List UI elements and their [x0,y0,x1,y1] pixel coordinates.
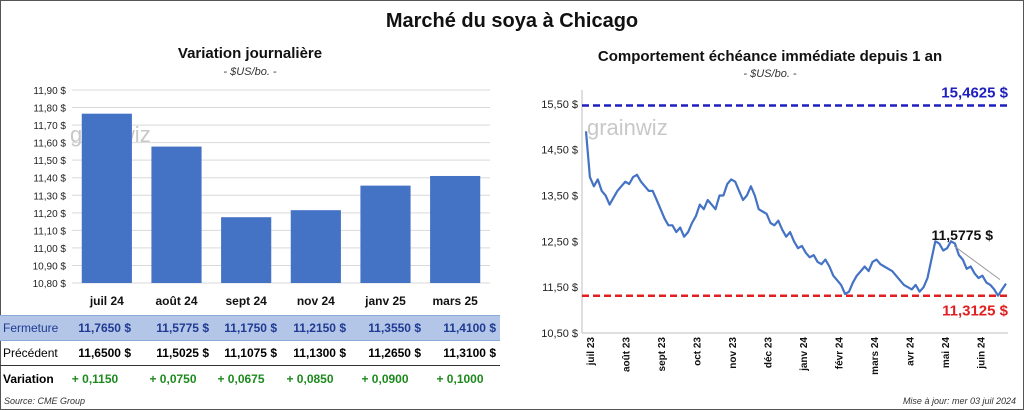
line-y-tick: 15,50 $ [541,99,578,111]
bar-chart-title: Variation journalière [177,45,323,62]
close-value: 11,5775 $ [156,321,209,335]
close-label: Fermeture [3,321,59,335]
variation-label: Variation [3,372,54,386]
line-x-tick: déc 23 [764,337,775,369]
previous-value: 11,5025 $ [156,346,209,360]
bar-y-tick: 11,80 $ [33,104,66,115]
bar-x-tick: mars 25 [432,294,478,308]
bar-y-tick: 11,60 $ [33,139,66,150]
line-y-tick: 14,50 $ [541,145,578,157]
bar-y-tick: 11,50 $ [33,156,66,167]
line-y-tick: 11,50 $ [542,282,578,294]
bar-x-tick: juil 24 [89,294,124,308]
variation-value: + 0,1150 [71,372,119,386]
line-x-tick: avr 24 [906,337,917,366]
variation-value: + 0,0850 [286,372,334,386]
close-value: 11,1750 $ [224,321,277,335]
line-x-tick: juin 24 [977,337,988,370]
source-note: Source: CME Group [4,396,86,406]
line-y-tick: 10,50 $ [541,328,578,340]
previous-value: 11,1075 $ [224,346,277,360]
max-label: 15,4625 $ [941,84,1008,101]
bar-y-tick: 10,80 $ [33,279,67,290]
bar [290,210,341,283]
variation-row: Variation + 0,1150 + 0,0750 + 0,0675 + 0… [0,367,500,391]
line-watermark: grainwiz [587,115,668,140]
bar-chart: 10,80 $ 10,90 $ 11,00 $ 11,10 $ 11,20 $ 11,30… [33,86,490,308]
bar-y-tick: 11,10 $ [33,226,66,237]
bar-y-tick: 11,40 $ [33,174,66,185]
line-x-tick: févr 24 [835,337,846,370]
bar-x-tick: sept 24 [225,294,267,308]
bar [221,217,272,283]
close-value: 11,3550 $ [368,321,421,335]
previous-value: 11,1300 $ [293,346,346,360]
min-label: 11,3125 $ [942,303,1009,320]
bar-x-tick: janv 25 [364,294,406,308]
last-value-leader [953,245,1001,281]
line-x-tick: nov 23 [728,337,739,369]
line-y-tick: 12,50 $ [541,236,578,248]
bar-x-tick: nov 24 [297,294,335,308]
update-note: Mise à jour: mer 03 juil 2024 [902,396,1016,406]
variation-value: + 0,0675 [217,372,265,386]
close-value: 11,2150 $ [293,321,346,335]
line-x-tick: juil 23 [586,337,597,367]
line-chart: 10,50 $ 11,50 $ 12,50 $ 13,50 $ 14,50 $ 15,50… [541,84,1009,375]
previous-label: Précédent [3,346,58,360]
line-x-tick: août 23 [622,337,633,372]
bar-y-tick: 11,70 $ [33,121,66,132]
bar-y-tick: 10,90 $ [33,261,67,272]
line-x-tick: janv 24 [799,337,810,372]
last-value-label: 11,5775 $ [931,227,993,243]
previous-row: Précédent 11,6500 $ 11,5025 $ 11,1075 $ … [0,341,500,366]
close-row: Fermeture 11,7650 $ 11,5775 $ 11,1750 $ … [0,315,500,341]
bar-x-tick: août 24 [155,294,197,308]
page-title: Marché du soya à Chicago [385,10,639,32]
variation-value: + 0,0750 [149,372,197,386]
bar-chart-unit: - $US/bo. - [223,66,277,78]
line-x-tick: sept 23 [657,337,668,372]
line-x-tick: mai 24 [941,337,952,369]
line-y-tick: 13,50 $ [541,190,578,202]
close-value: 11,7650 $ [78,321,131,335]
variation-value: + 0,0900 [361,372,409,386]
line-x-tick: mars 24 [870,337,881,375]
bar [151,146,202,283]
bar-y-tick: 11,30 $ [33,191,66,202]
line-x-tick: oct 23 [693,337,704,366]
bar [360,185,411,283]
bar-y-tick: 11,00 $ [33,244,66,255]
line-chart-title: Comportement échéance immédiate depuis 1… [597,48,943,65]
previous-value: 11,3100 $ [443,346,496,360]
close-value: 11,4100 $ [443,321,496,335]
bar-y-tick: 11,20 $ [33,209,66,220]
variation-value: + 0,1000 [436,372,484,386]
line-chart-unit: - $US/bo. - [743,68,797,80]
bar [430,175,481,283]
previous-value: 11,6500 $ [78,346,131,360]
previous-value: 11,2650 $ [368,346,421,360]
price-series-line [584,131,1007,297]
bar-y-tick: 11,90 $ [33,86,66,97]
bar [81,113,132,283]
